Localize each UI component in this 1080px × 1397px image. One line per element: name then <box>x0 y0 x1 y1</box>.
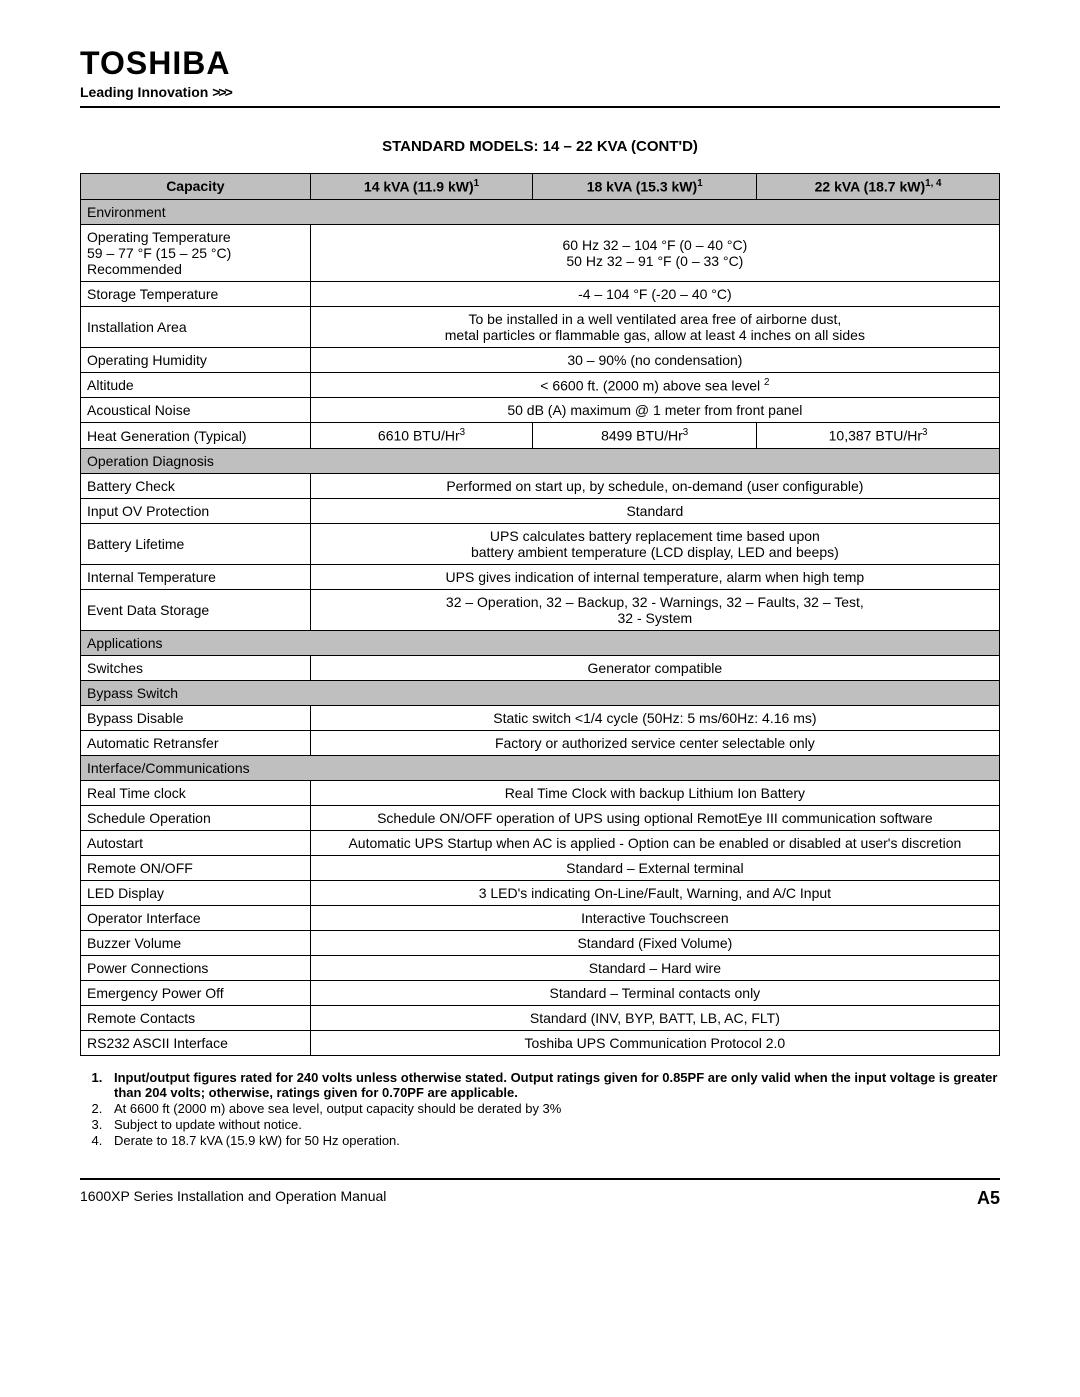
row-bypass-dis-label: Bypass Disable <box>81 705 311 730</box>
section-environment: Environment <box>81 199 1000 224</box>
row-led-val: 3 LED's indicating On-Line/Fault, Warnin… <box>310 880 999 905</box>
row-noise-label: Acoustical Noise <box>81 398 311 423</box>
bottom-rule <box>80 1178 1000 1180</box>
row-altitude-val: < 6600 ft. (2000 m) above sea level 2 <box>310 372 999 398</box>
footnote-2: At 6600 ft (2000 m) above sea level, out… <box>106 1101 1000 1116</box>
row-batt-check-label: Battery Check <box>81 473 311 498</box>
tagline: Leading Innovation >>> <box>80 84 1000 100</box>
row-rc-label: Remote Contacts <box>81 1005 311 1030</box>
page-container: TOSHIBA Leading Innovation >>> STANDARD … <box>0 0 1080 1249</box>
row-op-temp-val: 60 Hz 32 – 104 °F (0 – 40 °C) 50 Hz 32 –… <box>310 224 999 281</box>
row-rtc-label: Real Time clock <box>81 780 311 805</box>
row-heat-22: 10,387 BTU/Hr3 <box>757 423 1000 449</box>
row-humidity-val: 30 – 90% (no condensation) <box>310 347 999 372</box>
row-install-val: To be installed in a well ventilated are… <box>310 306 999 347</box>
header-row: Capacity 14 kVA (11.9 kW)1 18 kVA (15.3 … <box>81 174 1000 200</box>
row-remote-label: Remote ON/OFF <box>81 855 311 880</box>
row-op-temp-label: Operating Temperature 59 – 77 °F (15 – 2… <box>81 224 311 281</box>
col-22kva: 22 kVA (18.7 kW)1, 4 <box>757 174 1000 200</box>
chevrons-icon: >>> <box>212 84 231 100</box>
row-buzzer-label: Buzzer Volume <box>81 930 311 955</box>
row-auto-ret-label: Automatic Retransfer <box>81 730 311 755</box>
row-autostart-val: Automatic UPS Startup when AC is applied… <box>310 830 999 855</box>
row-power-label: Power Connections <box>81 955 311 980</box>
brand-logo: TOSHIBA <box>80 45 1000 82</box>
row-batt-life-val: UPS calculates battery replacement time … <box>310 523 999 564</box>
tagline-text: Leading Innovation <box>80 84 208 100</box>
row-altitude-label: Altitude <box>81 372 311 398</box>
footer-manual: 1600XP Series Installation and Operation… <box>80 1188 386 1209</box>
col-14kva: 14 kVA (11.9 kW)1 <box>310 174 532 200</box>
row-heat-label: Heat Generation (Typical) <box>81 423 311 449</box>
row-int-temp-label: Internal Temperature <box>81 564 311 589</box>
row-noise-val: 50 dB (A) maximum @ 1 meter from front p… <box>310 398 999 423</box>
row-ov-val: Standard <box>310 498 999 523</box>
col-capacity: Capacity <box>81 174 311 200</box>
row-rs232-val: Toshiba UPS Communication Protocol 2.0 <box>310 1030 999 1055</box>
row-event-label: Event Data Storage <box>81 589 311 630</box>
row-humidity-label: Operating Humidity <box>81 347 311 372</box>
footer: 1600XP Series Installation and Operation… <box>80 1188 1000 1209</box>
row-led-label: LED Display <box>81 880 311 905</box>
footnote-3: Subject to update without notice. <box>106 1117 1000 1132</box>
top-rule <box>80 106 1000 108</box>
footnotes: Input/output figures rated for 240 volts… <box>106 1070 1000 1148</box>
row-remote-val: Standard – External terminal <box>310 855 999 880</box>
row-rtc-val: Real Time Clock with backup Lithium Ion … <box>310 780 999 805</box>
row-ov-label: Input OV Protection <box>81 498 311 523</box>
footnote-4: Derate to 18.7 kVA (15.9 kW) for 50 Hz o… <box>106 1133 1000 1148</box>
row-epo-val: Standard – Terminal contacts only <box>310 980 999 1005</box>
spec-table: Capacity 14 kVA (11.9 kW)1 18 kVA (15.3 … <box>80 173 1000 1056</box>
section-bypass: Bypass Switch <box>81 680 1000 705</box>
row-epo-label: Emergency Power Off <box>81 980 311 1005</box>
row-rc-val: Standard (INV, BYP, BATT, LB, AC, FLT) <box>310 1005 999 1030</box>
row-auto-ret-val: Factory or authorized service center sel… <box>310 730 999 755</box>
row-switches-label: Switches <box>81 655 311 680</box>
row-batt-check-val: Performed on start up, by schedule, on-d… <box>310 473 999 498</box>
row-storage-val: -4 – 104 °F (-20 – 40 °C) <box>310 281 999 306</box>
row-rs232-label: RS232 ASCII Interface <box>81 1030 311 1055</box>
row-int-temp-val: UPS gives indication of internal tempera… <box>310 564 999 589</box>
section-diagnosis: Operation Diagnosis <box>81 448 1000 473</box>
footnote-1: Input/output figures rated for 240 volts… <box>106 1070 1000 1100</box>
section-comms: Interface/Communications <box>81 755 1000 780</box>
row-install-label: Installation Area <box>81 306 311 347</box>
row-bypass-dis-val: Static switch <1/4 cycle (50Hz: 5 ms/60H… <box>310 705 999 730</box>
row-switches-val: Generator compatible <box>310 655 999 680</box>
row-buzzer-val: Standard (Fixed Volume) <box>310 930 999 955</box>
section-applications: Applications <box>81 630 1000 655</box>
row-batt-life-label: Battery Lifetime <box>81 523 311 564</box>
footer-page: A5 <box>977 1188 1000 1209</box>
row-autostart-label: Autostart <box>81 830 311 855</box>
row-heat-14: 6610 BTU/Hr3 <box>310 423 532 449</box>
row-op-if-val: Interactive Touchscreen <box>310 905 999 930</box>
row-power-val: Standard – Hard wire <box>310 955 999 980</box>
row-storage-label: Storage Temperature <box>81 281 311 306</box>
row-op-if-label: Operator Interface <box>81 905 311 930</box>
section-title: STANDARD MODELS: 14 – 22 KVA (CONT'D) <box>80 138 1000 155</box>
row-event-val: 32 – Operation, 32 – Backup, 32 - Warnin… <box>310 589 999 630</box>
row-sched-val: Schedule ON/OFF operation of UPS using o… <box>310 805 999 830</box>
col-18kva: 18 kVA (15.3 kW)1 <box>533 174 757 200</box>
row-heat-18: 8499 BTU/Hr3 <box>533 423 757 449</box>
row-sched-label: Schedule Operation <box>81 805 311 830</box>
